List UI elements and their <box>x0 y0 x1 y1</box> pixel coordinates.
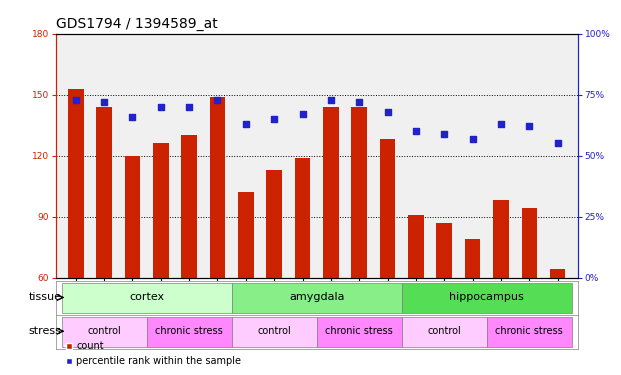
Bar <box>232 283 402 314</box>
Bar <box>96 107 112 278</box>
Bar <box>493 200 509 278</box>
Text: tissue: tissue <box>29 292 61 303</box>
Point <box>411 128 421 134</box>
Legend: count, percentile rank within the sample: count, percentile rank within the sample <box>61 338 245 370</box>
Bar <box>68 88 84 278</box>
Bar <box>266 170 282 278</box>
Point <box>99 99 109 105</box>
Text: cortex: cortex <box>129 292 164 303</box>
Text: chronic stress: chronic stress <box>325 326 393 336</box>
Point <box>354 99 364 105</box>
Point <box>184 104 194 110</box>
Bar <box>125 156 140 278</box>
Bar <box>402 283 572 314</box>
Text: amygdala: amygdala <box>289 292 345 303</box>
Point <box>212 97 222 103</box>
Text: GDS1794 / 1394589_at: GDS1794 / 1394589_at <box>56 17 217 32</box>
Text: control: control <box>87 326 121 336</box>
Point <box>270 116 279 122</box>
Bar <box>380 140 396 278</box>
Bar <box>408 214 424 278</box>
Bar <box>351 107 367 278</box>
Point <box>468 136 478 142</box>
Bar <box>147 316 232 347</box>
Point <box>241 121 251 127</box>
Point <box>383 109 392 115</box>
Text: stress: stress <box>29 326 61 336</box>
Point <box>326 97 336 103</box>
Bar <box>181 135 197 278</box>
Point <box>496 121 506 127</box>
Bar <box>210 97 225 278</box>
Bar <box>295 158 310 278</box>
Point <box>553 141 563 147</box>
Point <box>297 111 307 117</box>
Point <box>71 97 81 103</box>
Bar <box>465 239 481 278</box>
Bar <box>238 192 253 278</box>
Bar <box>232 316 317 347</box>
Point <box>127 114 137 120</box>
Text: chronic stress: chronic stress <box>155 326 223 336</box>
Bar <box>550 269 566 278</box>
Text: hippocampus: hippocampus <box>450 292 524 303</box>
Bar <box>153 144 168 278</box>
Bar <box>61 283 232 314</box>
Bar <box>317 316 402 347</box>
Point <box>439 131 449 137</box>
Text: control: control <box>257 326 291 336</box>
Text: chronic stress: chronic stress <box>496 326 563 336</box>
Point <box>156 104 166 110</box>
Bar <box>487 316 572 347</box>
Bar <box>61 316 147 347</box>
Text: control: control <box>427 326 461 336</box>
Bar <box>402 316 487 347</box>
Bar <box>323 107 338 278</box>
Point <box>524 123 534 129</box>
Bar <box>522 209 537 278</box>
Bar <box>437 223 452 278</box>
